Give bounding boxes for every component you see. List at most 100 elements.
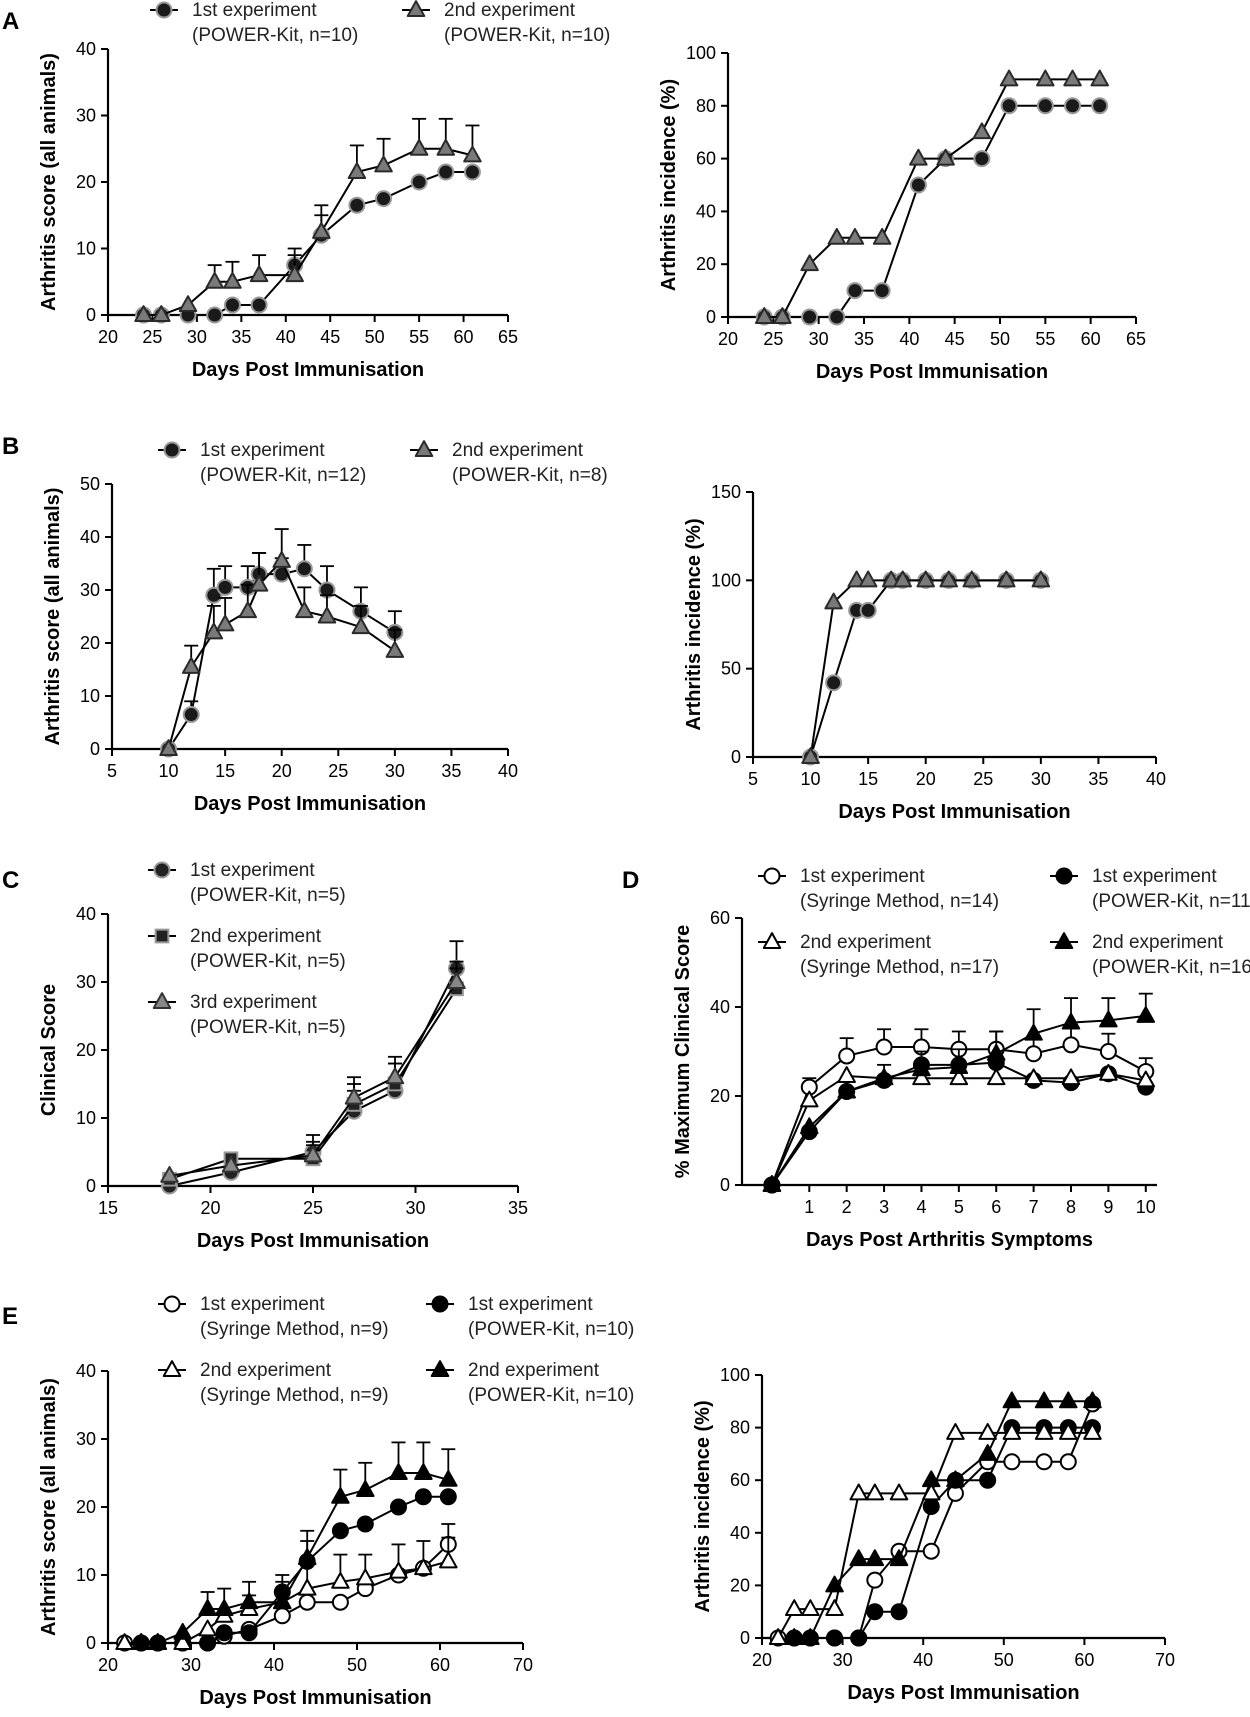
y-tick-label: 100 xyxy=(711,570,741,590)
chart-e-left: E 20 30 40 50 60 70 0 10 20 30 40 Days Post Immunisa… xyxy=(2,1294,634,1709)
series-4 xyxy=(131,1441,458,1650)
data-point xyxy=(249,574,269,592)
data-point xyxy=(385,641,405,658)
data-point xyxy=(936,148,955,166)
x-tick-label: 35 xyxy=(854,329,874,349)
legend-label-line1: 2nd experiment xyxy=(444,0,576,21)
data-point xyxy=(946,1423,965,1440)
data-point xyxy=(784,1599,804,1617)
data-point xyxy=(1059,1423,1078,1440)
data-point xyxy=(1034,1423,1054,1440)
data-point xyxy=(826,1629,844,1647)
legend-label-line2: (POWER-Kit, n=10) xyxy=(192,25,358,46)
y-tick-label: 30 xyxy=(76,972,96,992)
y-tick-label: 30 xyxy=(80,580,100,600)
data-point xyxy=(1059,1453,1077,1471)
x-tick-label: 40 xyxy=(264,1655,284,1675)
x-tick-label: 65 xyxy=(498,327,518,347)
legend-marker xyxy=(153,861,171,879)
x-tick-label: 60 xyxy=(1081,329,1101,349)
legend-item: 2nd experiment (Syringe Method, n=17) xyxy=(758,932,999,978)
legend-label-line1: 1st experiment xyxy=(1092,866,1217,887)
series-1 xyxy=(802,571,1050,766)
y-tick-label: 0 xyxy=(706,307,716,327)
data-point xyxy=(385,1067,405,1085)
legend-label-line1: 3rd experiment xyxy=(190,992,317,1013)
data-point xyxy=(437,163,455,181)
data-point xyxy=(986,1043,1006,1061)
y-tick-label: 60 xyxy=(730,1470,750,1490)
data-point xyxy=(825,674,843,692)
data-point xyxy=(837,1081,856,1099)
data-point xyxy=(297,1548,317,1565)
legend-label-line2: (POWER-Kit, n=5) xyxy=(190,885,346,906)
x-axis-title: Days Post Immunisation xyxy=(199,1687,431,1709)
x-tick-label: 5 xyxy=(107,761,117,781)
legend-label-line1: 2nd experiment xyxy=(452,440,584,461)
x-tick-label: 60 xyxy=(454,327,474,347)
data-point xyxy=(298,1593,316,1611)
x-tick-label: 35 xyxy=(1088,769,1108,789)
data-point xyxy=(866,1571,884,1589)
data-point xyxy=(912,1068,931,1086)
data-point xyxy=(978,1423,997,1440)
x-tick-label: 30 xyxy=(809,329,829,349)
data-point xyxy=(866,1603,884,1621)
y-tick-label: 30 xyxy=(76,1429,96,1449)
data-point xyxy=(199,1634,217,1652)
legend: 1st experiment (POWER-Kit, n=12) 2nd exper… xyxy=(158,440,608,486)
data-point xyxy=(414,1488,432,1506)
plot-area xyxy=(134,117,482,324)
data-point xyxy=(348,196,366,214)
data-point xyxy=(344,1087,364,1105)
data-point xyxy=(1062,1036,1080,1054)
data-point xyxy=(273,1607,291,1625)
data-point xyxy=(949,1068,969,1086)
x-tick-label: 30 xyxy=(181,1655,201,1675)
panel-label: C xyxy=(2,867,19,894)
legend-marker xyxy=(154,928,170,944)
y-tick-label: 0 xyxy=(720,1175,730,1195)
data-point xyxy=(198,1599,217,1616)
data-point xyxy=(1099,1010,1118,1028)
data-point xyxy=(784,1628,804,1645)
panel-label: D xyxy=(622,867,639,894)
y-tick-label: 20 xyxy=(730,1575,750,1595)
data-point xyxy=(238,601,258,619)
data-point xyxy=(173,1633,192,1650)
data-point xyxy=(410,173,428,191)
x-tick-label: 2 xyxy=(842,1197,852,1217)
y-tick-label: 0 xyxy=(86,305,96,325)
y-tick-label: 40 xyxy=(710,997,730,1017)
series-line xyxy=(169,988,458,1181)
data-point xyxy=(1002,1391,1022,1409)
data-point xyxy=(312,222,331,239)
legend-marker xyxy=(762,932,782,949)
data-point xyxy=(205,586,223,604)
data-point xyxy=(1099,1063,1118,1081)
x-tick-label: 15 xyxy=(98,1198,118,1218)
data-point xyxy=(223,296,241,314)
y-tick-label: 10 xyxy=(76,239,96,259)
series-2 xyxy=(159,528,405,756)
data-point xyxy=(873,282,891,300)
x-tick-label: 1 xyxy=(804,1197,814,1217)
y-tick-label: 40 xyxy=(76,904,96,924)
plot-area xyxy=(160,940,466,1195)
data-point xyxy=(909,176,927,194)
data-point xyxy=(1136,1006,1156,1023)
data-point xyxy=(389,1561,408,1579)
data-point xyxy=(181,657,201,674)
x-tick-label: 55 xyxy=(1035,329,1055,349)
x-tick-label: 20 xyxy=(272,761,292,781)
legend-item: 1st experiment (POWER-Kit, n=11) xyxy=(1050,866,1250,912)
data-point xyxy=(272,551,291,568)
x-tick-label: 6 xyxy=(991,1197,1001,1217)
x-tick-label: 10 xyxy=(1136,1197,1156,1217)
data-point xyxy=(850,1629,868,1647)
legend-marker xyxy=(431,1295,449,1313)
data-point xyxy=(800,254,819,272)
data-point xyxy=(223,271,242,289)
y-tick-label: 20 xyxy=(80,633,100,653)
data-point xyxy=(1136,1070,1156,1088)
